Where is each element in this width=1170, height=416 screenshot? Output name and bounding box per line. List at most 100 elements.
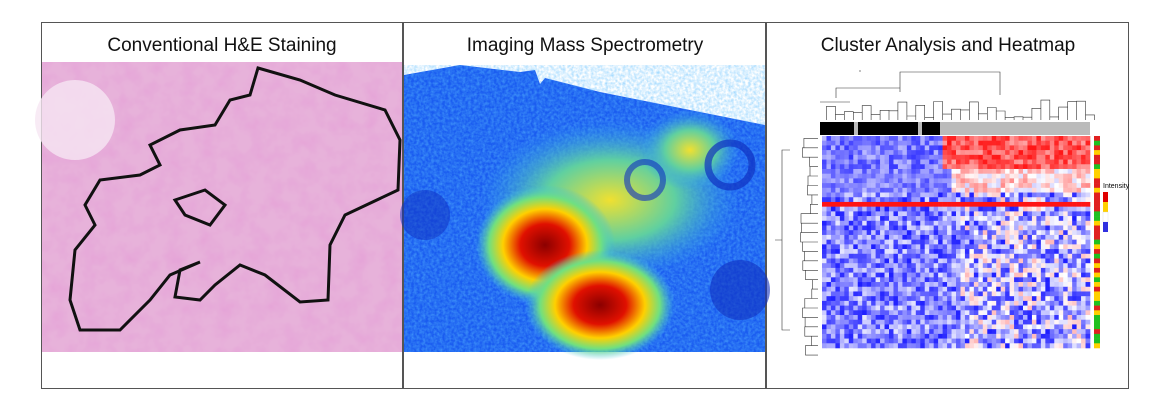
column-dendrogram <box>820 70 1095 120</box>
heat-cell <box>880 263 885 269</box>
heat-cell <box>822 140 827 146</box>
heat-cell <box>906 201 912 207</box>
heat-cell <box>938 145 943 151</box>
heat-cell <box>848 305 854 311</box>
heat-cell <box>929 211 934 217</box>
heat-cell <box>987 249 993 255</box>
heat-cell <box>1036 220 1042 226</box>
heat-cell <box>1076 305 1082 311</box>
heat-cell <box>951 338 957 344</box>
heat-cell <box>991 272 997 278</box>
heat-cell <box>844 343 850 349</box>
heat-cell <box>1018 187 1024 193</box>
heat-cell <box>991 136 997 142</box>
row-annotation <box>1094 343 1100 349</box>
heat-cell <box>929 286 934 292</box>
heat-cell <box>947 168 952 174</box>
heat-cell <box>973 333 979 339</box>
heat-cell <box>973 192 979 198</box>
heat-cell <box>911 159 917 165</box>
heat-cell <box>1027 249 1033 255</box>
heat-cell <box>1049 178 1055 184</box>
heat-cell <box>1031 192 1037 198</box>
heat-cell <box>1081 267 1086 273</box>
heat-cell <box>871 329 876 335</box>
heat-cell <box>960 343 966 349</box>
heat-cell <box>942 333 948 339</box>
heat-cell <box>1027 343 1033 349</box>
heat-cell <box>929 333 934 339</box>
heat-cell <box>1054 286 1060 292</box>
heat-cell <box>880 253 885 259</box>
heat-cell <box>1054 150 1060 156</box>
heat-cell <box>987 258 993 264</box>
heat-cell <box>884 282 890 288</box>
heat-cell <box>947 192 952 198</box>
heat-cell <box>1000 277 1006 283</box>
heat-cell <box>987 310 993 316</box>
heat-cell <box>920 164 926 170</box>
heat-cell <box>1040 187 1046 193</box>
heat-cell <box>1036 201 1042 207</box>
heat-cell <box>830 277 836 283</box>
heat-cell <box>1005 258 1010 264</box>
heat-cell <box>1018 338 1024 344</box>
row-annotation <box>1094 267 1100 273</box>
heat-cell <box>893 230 899 236</box>
heat-cell <box>848 286 854 292</box>
heat-cell <box>830 192 836 198</box>
heat-cell <box>880 168 885 174</box>
heat-cell <box>906 225 912 231</box>
heat-cell <box>897 263 903 269</box>
heat-cell <box>929 253 934 259</box>
heat-cell <box>871 187 876 193</box>
heat-cell <box>875 211 881 217</box>
row-annotation <box>1094 234 1100 240</box>
heat-cell <box>960 145 966 151</box>
heat-cell <box>1005 136 1010 142</box>
heat-cell <box>1067 305 1073 311</box>
heat-cell <box>1081 291 1086 297</box>
heat-cell <box>933 263 939 269</box>
heat-cell <box>938 230 943 236</box>
heat-cell <box>1049 315 1055 321</box>
heat-cell <box>947 249 952 255</box>
heat-cell <box>1085 206 1091 212</box>
heat-cell <box>1018 168 1024 174</box>
heat-cell <box>978 187 984 193</box>
heat-cell <box>969 319 975 325</box>
heat-cell <box>978 329 984 335</box>
heat-cell <box>835 216 841 222</box>
heat-cell <box>866 277 872 283</box>
heat-cell <box>830 145 836 151</box>
heat-cell <box>1072 319 1077 325</box>
heat-cell <box>853 187 859 193</box>
heat-cell <box>951 329 957 335</box>
heat-cell <box>884 183 890 189</box>
heat-cell <box>1000 263 1006 269</box>
heat-cell <box>1054 272 1060 278</box>
heat-cell <box>911 333 917 339</box>
heat-cell <box>871 159 876 165</box>
heat-cell <box>866 343 872 349</box>
heat-cell <box>889 333 894 339</box>
heat-cell <box>839 291 845 297</box>
heat-cell <box>835 173 841 179</box>
heat-cell <box>964 277 970 283</box>
heat-cell <box>1036 187 1042 193</box>
heat-cell <box>978 136 984 142</box>
heat-cell <box>906 178 912 184</box>
heat-cell <box>951 206 957 212</box>
heat-cell <box>906 338 912 344</box>
heat-cell <box>929 282 934 288</box>
heat-cell <box>982 173 988 179</box>
heat-cell <box>929 329 934 335</box>
heat-cell <box>1023 183 1028 189</box>
heat-cell <box>1045 154 1051 160</box>
heat-cell <box>982 211 988 217</box>
heat-cell <box>889 211 894 217</box>
heat-cell <box>830 244 836 250</box>
heat-cell <box>1018 277 1024 283</box>
heat-cell <box>839 197 845 203</box>
heat-cell <box>947 324 952 330</box>
